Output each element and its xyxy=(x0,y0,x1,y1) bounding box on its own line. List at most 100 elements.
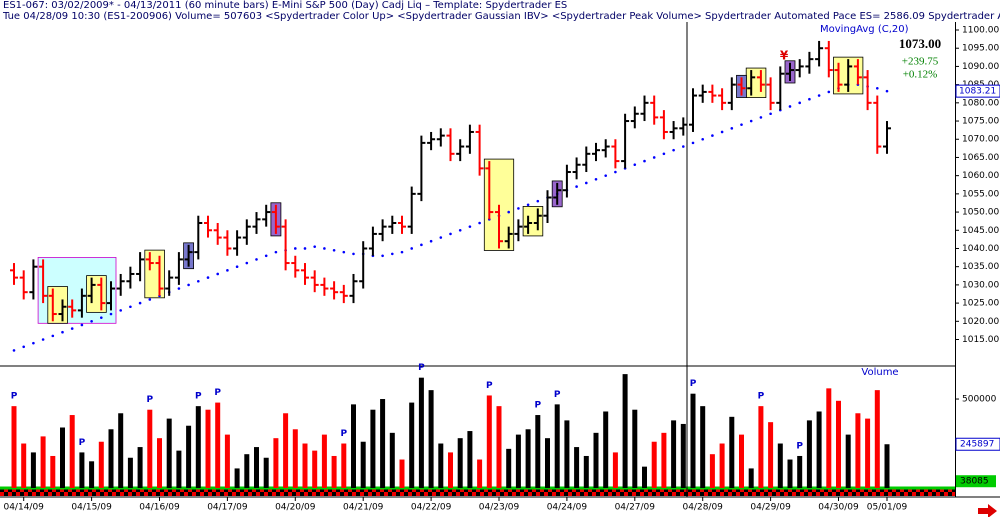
volume-bar xyxy=(768,422,774,488)
volume-bar xyxy=(758,406,764,488)
volume-bar xyxy=(21,443,27,488)
scroll-arrow[interactable] xyxy=(978,504,997,517)
ma-dot xyxy=(827,90,831,94)
ma-dot xyxy=(701,137,704,141)
volume-bar xyxy=(360,441,366,488)
net-change: +239.75 xyxy=(902,56,939,68)
ma-dot xyxy=(604,174,607,177)
volume-bar xyxy=(680,423,686,488)
volume-bar xyxy=(671,420,677,488)
volume-bar xyxy=(30,452,36,488)
volume-bar xyxy=(845,434,851,488)
volume-bar xyxy=(176,450,182,488)
volume-bar xyxy=(351,404,356,488)
ma-dot xyxy=(342,250,346,254)
ma-dot xyxy=(730,127,734,130)
x-tick-label: 04/21/09 xyxy=(343,503,384,513)
volume-bar xyxy=(147,409,153,488)
peak-marker: P xyxy=(758,392,765,402)
volume-bar xyxy=(69,415,75,488)
volume-bar xyxy=(816,411,822,488)
volume-bar xyxy=(137,447,143,488)
volume-bar xyxy=(748,468,754,488)
ma-dot xyxy=(643,159,646,163)
ma-dot xyxy=(517,207,520,210)
volume-bar xyxy=(719,443,725,488)
x-tick-label: 04/15/09 xyxy=(71,503,112,513)
peak-marker: P xyxy=(11,392,18,402)
volume-bar xyxy=(273,438,279,488)
volume-bar xyxy=(205,409,211,488)
last-price: 1073.00 xyxy=(899,36,941,51)
ma-tag-box xyxy=(955,84,1000,98)
y-tick-label: 1075.00 xyxy=(962,117,999,127)
y-tick-label: 1095.00 xyxy=(962,44,999,54)
ma-dot xyxy=(32,341,35,345)
ma-dot xyxy=(148,298,152,301)
y-tick-label: 1015.00 xyxy=(962,335,999,345)
volume-bar xyxy=(418,377,424,488)
volume-bar xyxy=(157,438,162,488)
ma-dot xyxy=(633,163,637,167)
volume-bar xyxy=(477,459,483,488)
ma-dot xyxy=(585,181,588,185)
volume-bar xyxy=(127,457,133,488)
ma-label: MovingAvg (C,20) xyxy=(820,24,909,35)
ma-dot xyxy=(458,228,462,232)
ma-dot xyxy=(381,254,384,258)
volume-bar xyxy=(254,447,259,488)
y-tick-label: 1025.00 xyxy=(962,299,999,309)
peak-marker: P xyxy=(796,441,803,451)
ma-dot xyxy=(711,134,714,137)
color-bar-box xyxy=(86,275,107,313)
ma-dot xyxy=(197,279,200,283)
volume-bar xyxy=(709,454,715,488)
volume-bar xyxy=(777,443,783,488)
volume-bar xyxy=(564,420,570,488)
volume-bar xyxy=(457,438,463,488)
volume-bar xyxy=(855,413,861,488)
volume-bar xyxy=(244,454,250,488)
volume-bar xyxy=(448,452,453,488)
ma-dot xyxy=(691,141,695,145)
volume-bar xyxy=(166,418,172,488)
x-tick-label: 04/17/09 xyxy=(207,503,248,513)
ma-dot xyxy=(70,327,74,330)
peak-marker: P xyxy=(214,388,221,398)
peak-marker: P xyxy=(690,379,697,389)
x-tick-label: 04/20/09 xyxy=(275,503,316,513)
volume-bar xyxy=(409,402,415,488)
ma-dot xyxy=(12,349,16,352)
peak-marker: P xyxy=(79,438,86,448)
y-tick-label: 1080.00 xyxy=(962,98,999,108)
color-bar-box xyxy=(47,286,68,324)
header-line: ES1-067: 03/02/2009* - 04/13/2011 (60 mi… xyxy=(3,0,568,11)
y-tick-label: 1100.00 xyxy=(962,26,999,36)
color-bar-box xyxy=(745,67,767,98)
volume-bar xyxy=(292,429,298,488)
volume-bar xyxy=(884,444,890,488)
volume-bar xyxy=(729,416,735,488)
volume-bar xyxy=(283,413,289,488)
peak-marker: P xyxy=(195,392,202,402)
ma-dot xyxy=(507,210,511,214)
volume-bar xyxy=(506,448,512,488)
volume-bar xyxy=(690,393,696,488)
ma-dot xyxy=(129,305,132,309)
ma-dot xyxy=(51,334,55,338)
volume-bar xyxy=(467,431,473,488)
ma-dot xyxy=(323,247,326,250)
ma-dot xyxy=(177,287,181,290)
ma-dot xyxy=(313,245,317,248)
volume-bar xyxy=(545,438,550,488)
x-tick-label: 04/23/09 xyxy=(479,503,520,513)
volume-bar xyxy=(341,443,347,488)
volume-bar xyxy=(50,455,56,488)
volume-bar xyxy=(195,406,201,488)
peak-marker: P xyxy=(340,429,347,439)
y-tick-label: 1060.00 xyxy=(962,171,999,181)
volume-bar xyxy=(486,395,492,488)
ma-dot xyxy=(410,247,414,250)
ma-dot xyxy=(206,276,210,279)
ma-dot xyxy=(100,316,103,319)
